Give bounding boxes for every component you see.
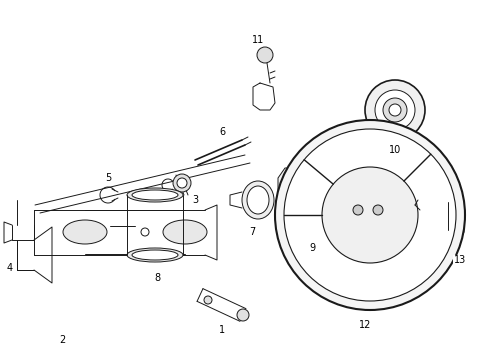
- Circle shape: [257, 47, 273, 63]
- Polygon shape: [342, 223, 398, 250]
- Text: 11: 11: [252, 35, 264, 45]
- Ellipse shape: [127, 248, 183, 262]
- Circle shape: [237, 309, 249, 321]
- Text: 2: 2: [59, 335, 65, 345]
- Text: 4: 4: [7, 263, 13, 273]
- Text: 1: 1: [219, 325, 225, 335]
- Ellipse shape: [247, 186, 269, 214]
- Polygon shape: [282, 198, 305, 222]
- Ellipse shape: [242, 181, 274, 219]
- Text: 8: 8: [154, 273, 160, 283]
- Circle shape: [177, 178, 187, 188]
- Circle shape: [284, 129, 456, 301]
- Circle shape: [275, 120, 465, 310]
- Text: 3: 3: [192, 195, 198, 205]
- Circle shape: [365, 80, 425, 140]
- Polygon shape: [325, 172, 340, 215]
- Polygon shape: [278, 168, 340, 218]
- Text: 7: 7: [249, 227, 255, 237]
- Circle shape: [173, 174, 191, 192]
- Ellipse shape: [132, 250, 178, 260]
- Text: 9: 9: [309, 243, 315, 253]
- Circle shape: [373, 205, 383, 215]
- Ellipse shape: [127, 188, 183, 202]
- Circle shape: [375, 90, 415, 130]
- Text: 6: 6: [219, 127, 225, 137]
- Circle shape: [322, 167, 418, 263]
- Text: 13: 13: [454, 255, 466, 265]
- Polygon shape: [335, 180, 405, 245]
- Ellipse shape: [132, 190, 178, 200]
- Text: 12: 12: [359, 320, 371, 330]
- Text: 5: 5: [105, 173, 111, 183]
- Circle shape: [204, 296, 212, 304]
- Circle shape: [353, 205, 363, 215]
- Polygon shape: [420, 188, 464, 245]
- Ellipse shape: [63, 220, 107, 244]
- Circle shape: [383, 98, 407, 122]
- Ellipse shape: [163, 220, 207, 244]
- Circle shape: [141, 228, 149, 236]
- Text: 10: 10: [389, 145, 401, 155]
- Circle shape: [389, 104, 401, 116]
